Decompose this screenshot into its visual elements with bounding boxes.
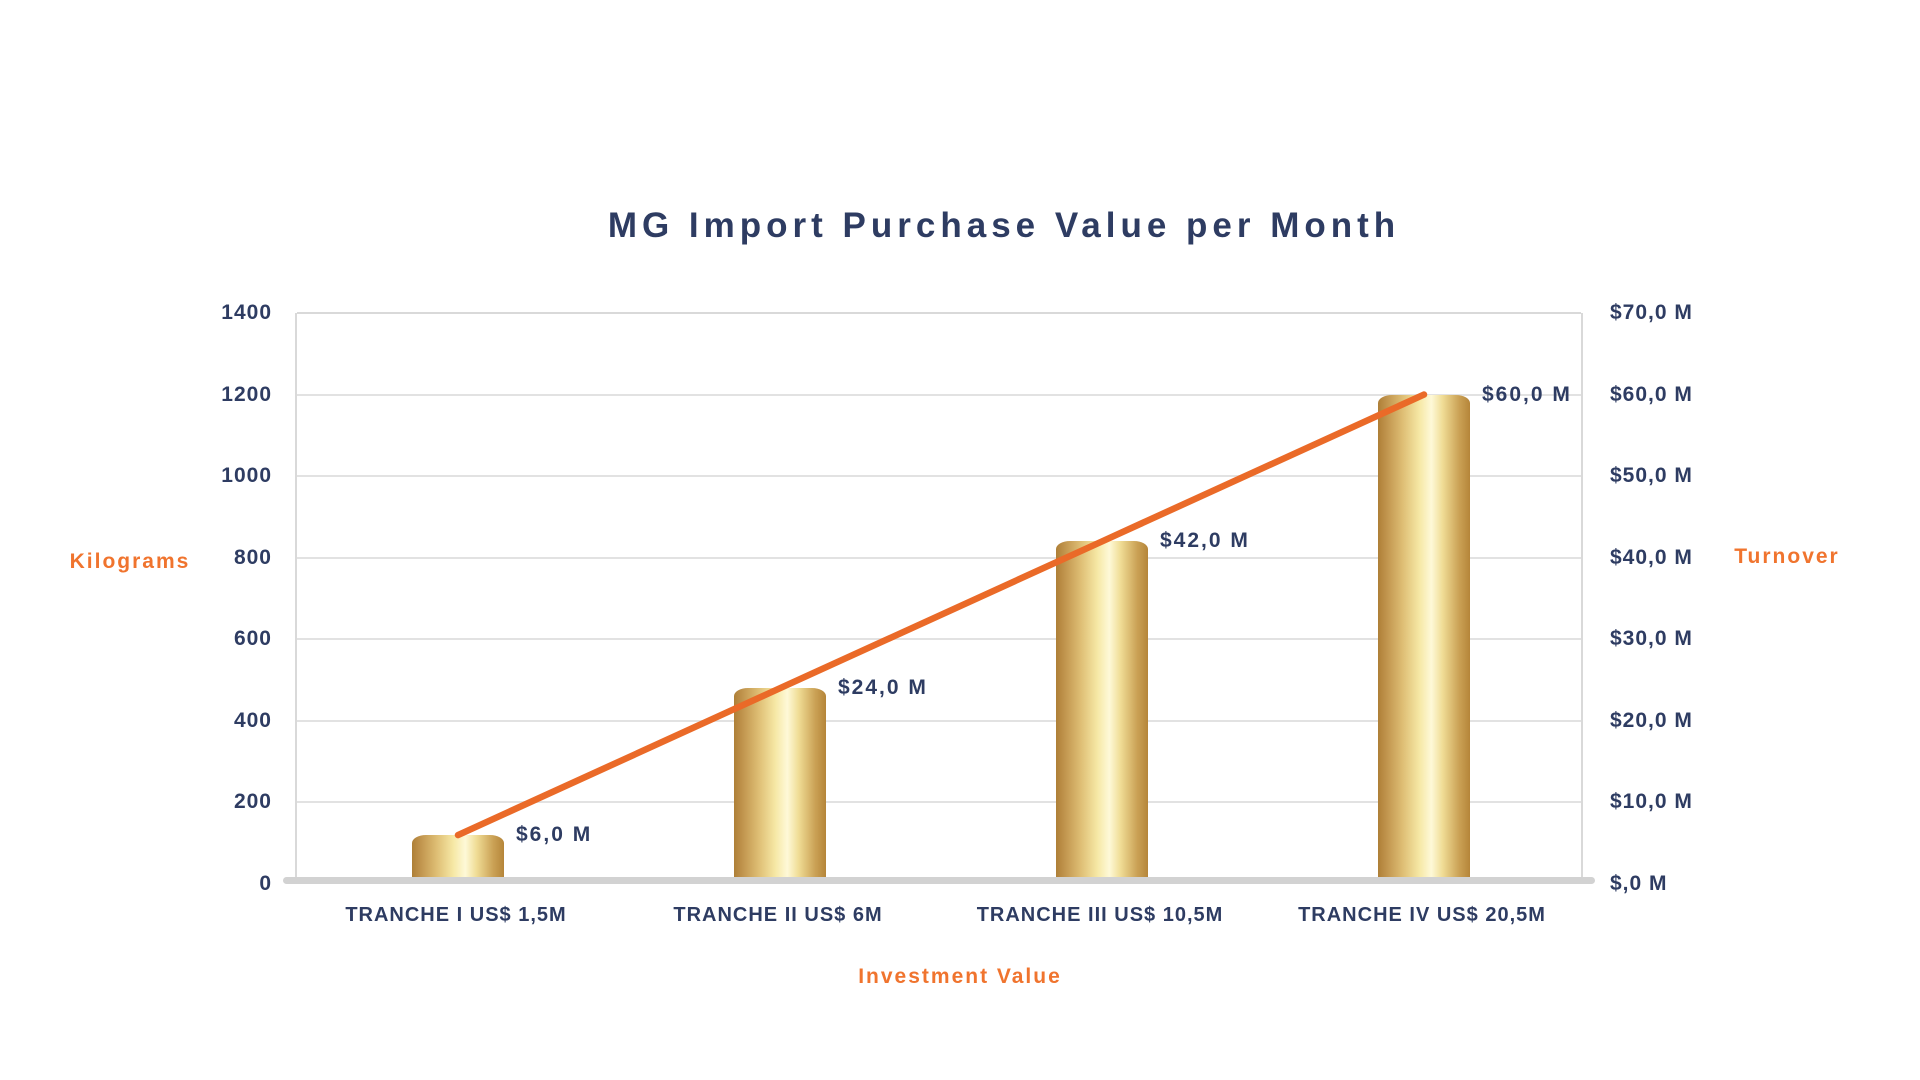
- right-tick-7: $,0 M: [1610, 872, 1668, 895]
- turnover-line-layer: [454, 391, 1428, 839]
- bar-1: [412, 835, 504, 884]
- left-axis-title: Kilograms: [69, 550, 191, 573]
- left-tick-200: 200: [233, 790, 272, 814]
- gridline-600: [297, 638, 1581, 641]
- gridline-1400: [297, 312, 1581, 314]
- point-label-3: $42,0 M: [1160, 529, 1250, 553]
- right-tick-1: $60,0 M: [1610, 382, 1693, 406]
- right-tick-5: $20,0 M: [1610, 708, 1693, 732]
- right-axis-title: Turnover: [1734, 545, 1840, 568]
- x-category-label-4: TRANCHE IV US$ 20,5M: [1298, 904, 1546, 926]
- right-tick-4: $30,0 M: [1610, 627, 1693, 651]
- left-tick-400: 400: [233, 708, 272, 732]
- left-tick-1400: 1400: [221, 301, 272, 324]
- bar-2: [734, 688, 826, 884]
- point-label-4: $60,0 M: [1482, 382, 1572, 406]
- x-category-label-3: TRANCHE III US$ 10,5M: [976, 904, 1224, 926]
- gridline-800: [297, 556, 1581, 559]
- gridline-1200: [297, 393, 1581, 396]
- gridline-200: [297, 801, 1581, 804]
- x-axis-baseline: [283, 877, 1595, 884]
- plot-area: $6,0 M $24,0 M $42,0 M $60,0 M: [295, 312, 1583, 884]
- right-tick-3: $40,0 M: [1610, 545, 1693, 569]
- turnover-line: [454, 391, 1428, 839]
- point-label-2: $24,0 M: [838, 676, 928, 700]
- x-category-label-2: TRANCHE II US$ 6M: [673, 904, 883, 926]
- chart-title: MG Import Purchase Value per Month: [607, 206, 1401, 245]
- x-category-label-1: TRANCHE I US$ 1,5M: [345, 904, 567, 926]
- x-axis-title: Investment Value: [858, 965, 1062, 988]
- left-tick-800: 800: [233, 545, 272, 569]
- gridline-400: [297, 719, 1581, 722]
- left-tick-0: 0: [259, 872, 272, 895]
- left-tick-600: 600: [233, 627, 272, 651]
- point-label-1: $6,0 M: [516, 823, 593, 847]
- bar-4: [1378, 394, 1470, 884]
- gridline-1000: [297, 475, 1581, 478]
- left-tick-1200: 1200: [221, 382, 272, 406]
- right-tick-0: $70,0 M: [1610, 301, 1693, 324]
- right-tick-6: $10,0 M: [1610, 790, 1693, 814]
- left-tick-1000: 1000: [221, 464, 272, 488]
- right-tick-2: $50,0 M: [1610, 464, 1693, 488]
- bar-3: [1056, 541, 1148, 884]
